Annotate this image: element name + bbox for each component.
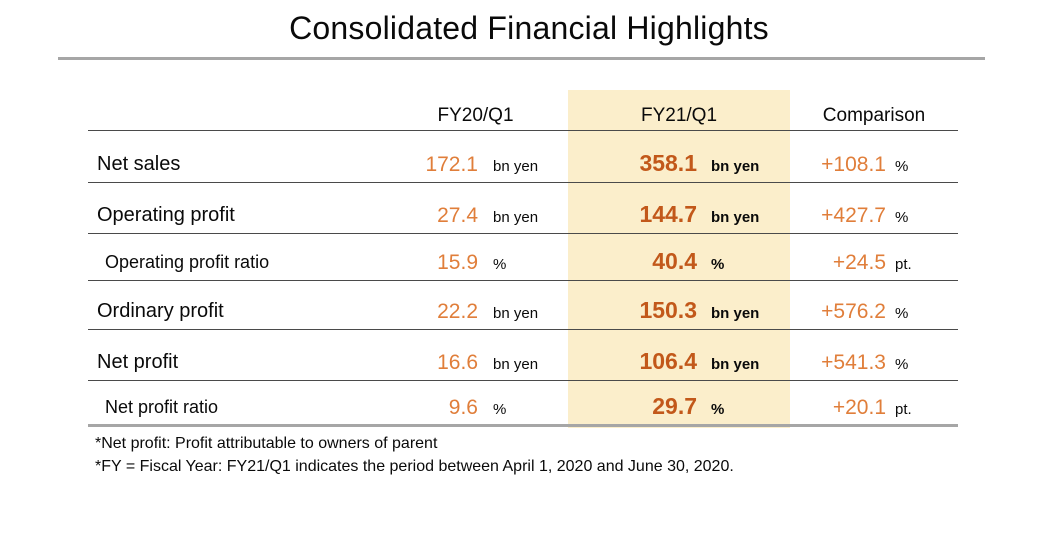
fy20-unit: % (493, 256, 507, 273)
row-label: Net profit ratio (105, 397, 219, 417)
fy21-value: 144.7 (639, 201, 697, 227)
table-header-row: FY20/Q1 FY21/Q1 Comparison (88, 90, 958, 131)
fy21-unit: bn yen (711, 209, 760, 226)
fy20-value: 9.6 (448, 396, 478, 419)
comparison-unit: pt. (895, 401, 912, 418)
fy21-value: 40.4 (652, 248, 697, 274)
column-header-fy21: FY21/Q1 (640, 105, 718, 126)
fy21-value: 106.4 (639, 348, 697, 374)
comparison-unit: % (895, 356, 909, 373)
fy20-value: 15.9 (437, 251, 478, 274)
fy20-unit: bn yen (493, 209, 539, 226)
column-header-comparison: Comparison (822, 105, 926, 126)
fy20-value: 16.6 (437, 351, 478, 374)
row-label: Operating profit ratio (105, 252, 270, 272)
fy21-highlight-column (568, 90, 790, 428)
comparison-value: +541.3 (821, 351, 886, 374)
table-row: Operating profit 27.4 bn yen 144.7 bn ye… (88, 183, 958, 234)
column-header-fy20: FY20/Q1 (437, 105, 514, 126)
footnotes: *Net profit: Profit attributable to owne… (95, 432, 734, 478)
fy20-value: 27.4 (437, 204, 478, 227)
fy20-value: 22.2 (437, 300, 478, 323)
table-row: Net profit ratio 9.6 % 29.7 % +20.1 pt. (88, 381, 958, 427)
table-row: Net profit 16.6 bn yen 106.4 bn yen +541… (88, 330, 958, 381)
financial-highlights-table: FY20/Q1 FY21/Q1 Comparison Net sales 172… (88, 90, 958, 427)
fy21-value: 150.3 (639, 297, 697, 323)
table-row: Ordinary profit 22.2 bn yen 150.3 bn yen… (88, 281, 958, 330)
row-label: Net profit (97, 351, 179, 373)
comparison-unit: pt. (895, 256, 912, 273)
comparison-unit: % (895, 209, 909, 226)
fy21-value: 29.7 (652, 393, 697, 419)
comparison-unit: % (895, 305, 909, 322)
fy21-unit: % (711, 401, 725, 418)
footnote-net-profit: *Net profit: Profit attributable to owne… (95, 435, 438, 452)
comparison-value: +108.1 (821, 153, 886, 176)
row-label: Operating profit (97, 204, 235, 226)
fy21-unit: % (711, 256, 725, 273)
row-label: Ordinary profit (97, 300, 224, 322)
fy20-value: 172.1 (425, 153, 478, 176)
row-label: Net sales (97, 153, 181, 175)
table-row: Operating profit ratio 15.9 % 40.4 % +24… (88, 234, 958, 281)
table-row: Net sales 172.1 bn yen 358.1 bn yen +108… (88, 131, 958, 183)
fy20-unit: bn yen (493, 356, 539, 373)
fy21-unit: bn yen (711, 305, 760, 322)
title-divider (58, 57, 985, 60)
fy20-unit: bn yen (493, 158, 539, 175)
footnote-fiscal-year: *FY = Fiscal Year: FY21/Q1 indicates the… (95, 458, 734, 475)
fy21-unit: bn yen (711, 356, 760, 373)
comparison-value: +576.2 (821, 300, 886, 323)
comparison-unit: % (895, 158, 909, 175)
fy21-unit: bn yen (711, 158, 760, 175)
page-title: Consolidated Financial Highlights (289, 10, 769, 46)
fy20-unit: bn yen (493, 305, 539, 322)
comparison-value: +20.1 (832, 396, 886, 419)
comparison-value: +427.7 (821, 204, 886, 227)
comparison-value: +24.5 (832, 251, 886, 274)
fy20-unit: % (493, 401, 507, 418)
fy21-value: 358.1 (639, 150, 697, 176)
